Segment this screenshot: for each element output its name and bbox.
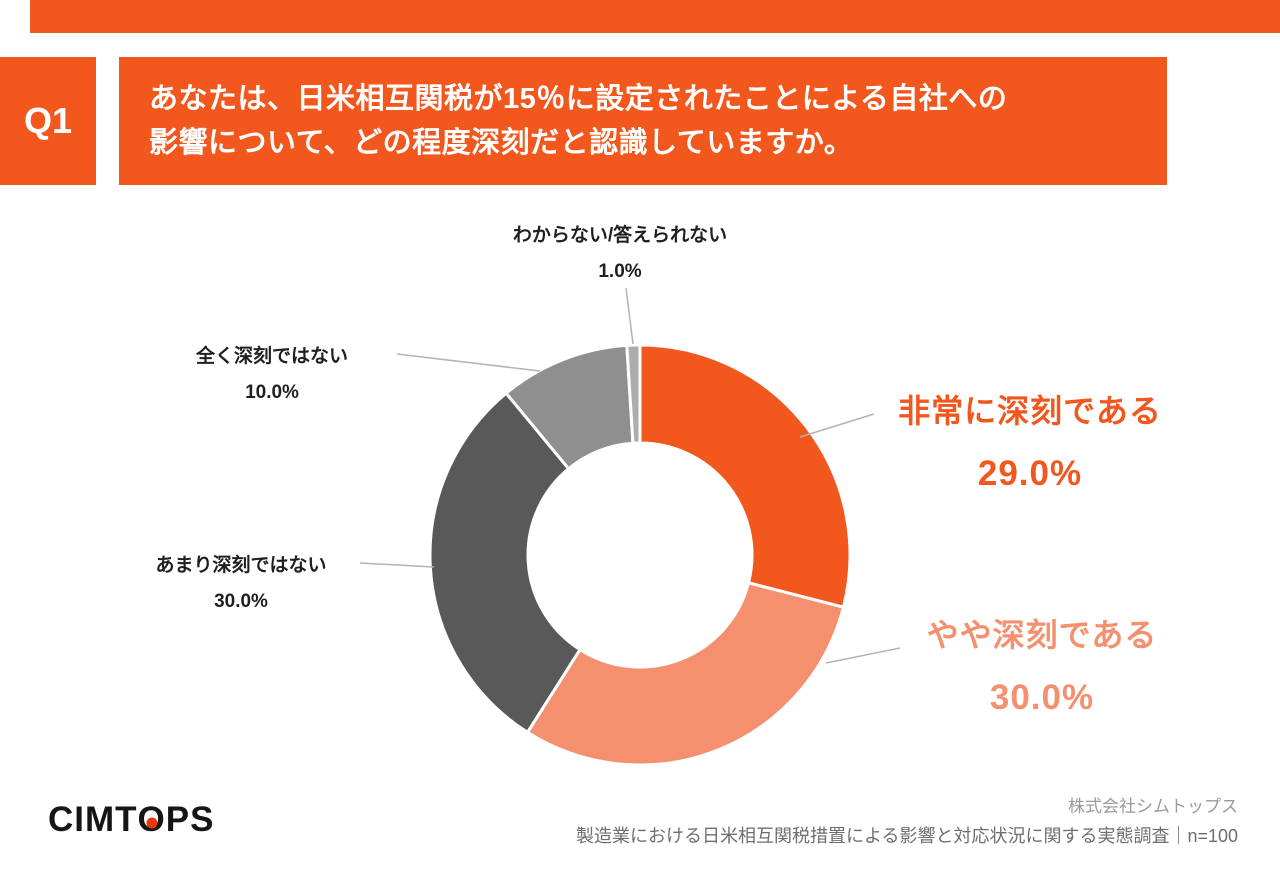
question-number-badge: Q1 <box>0 57 96 185</box>
segment-label-somewhat-serious: やや深刻である <box>926 617 1158 653</box>
footer-survey-title: 製造業における日米相互関税措置による影響と対応状況に関する実態調査｜n=100 <box>575 826 1238 846</box>
segment-value-not-very: 30.0% <box>214 591 268 612</box>
callout-very-serious: 非常に深刻である 29.0% <box>858 386 1202 494</box>
segment-value-somewhat-serious: 30.0% <box>989 678 1095 717</box>
segment-label-not-at-all: 全く深刻ではない <box>195 346 348 367</box>
logo-text-pre: CIMT <box>48 800 138 839</box>
callout-not-very: あまり深刻ではない 30.0% <box>112 550 370 613</box>
donut-segment-4 <box>625 343 642 445</box>
question-text: あなたは、日米相互関税が15％に設定されたことによる自社への 影響について、どの… <box>119 57 1167 165</box>
leader-line-unknown <box>625 287 634 345</box>
segment-label-not-very: あまり深刻ではない <box>155 555 327 576</box>
callout-not-at-all: 全く深刻ではない 10.0% <box>147 341 397 404</box>
callout-unknown: わからない/答えられない 1.0% <box>460 220 780 283</box>
segment-value-unknown: 1.0% <box>598 261 642 282</box>
segment-label-unknown: わからない/答えられない <box>512 225 728 246</box>
callout-somewhat-serious: やや深刻である 30.0% <box>870 610 1214 718</box>
segment-value-very-serious: 29.0% <box>977 454 1083 493</box>
question-banner: あなたは、日米相互関税が15％に設定されたことによる自社への 影響について、どの… <box>119 57 1167 185</box>
leader-line-very <box>799 413 875 438</box>
leader-line-not-at-all <box>396 353 541 372</box>
question-text-line1: あなたは、日米相互関税が15％に設定されたことによる自社への <box>149 83 1008 115</box>
donut-segment-1 <box>525 581 846 767</box>
footer-source: 株式会社シムトップス 製造業における日米相互関税措置による影響と対応状況に関する… <box>576 792 1238 848</box>
logo-text-post: PS <box>165 800 215 839</box>
question-number: Q1 <box>23 100 73 141</box>
donut-segment-2 <box>428 391 583 735</box>
leader-line-not-very <box>359 562 435 568</box>
donut-segment-0 <box>638 343 852 610</box>
top-accent-strip <box>30 0 1280 33</box>
segment-label-very-serious: 非常に深刻である <box>898 393 1162 429</box>
donut-segments <box>428 343 852 767</box>
question-text-line2: 影響について、どの程度深刻だと認識していますか。 <box>149 126 854 159</box>
logo-dot-icon <box>146 817 158 829</box>
cimtops-logo: CIMTOPS <box>48 800 214 840</box>
leader-line-somewhat <box>825 647 901 664</box>
logo-letter-o: O <box>138 800 166 840</box>
segment-value-not-at-all: 10.0% <box>245 382 299 403</box>
footer-company-name: 株式会社シムトップス <box>1068 797 1238 816</box>
